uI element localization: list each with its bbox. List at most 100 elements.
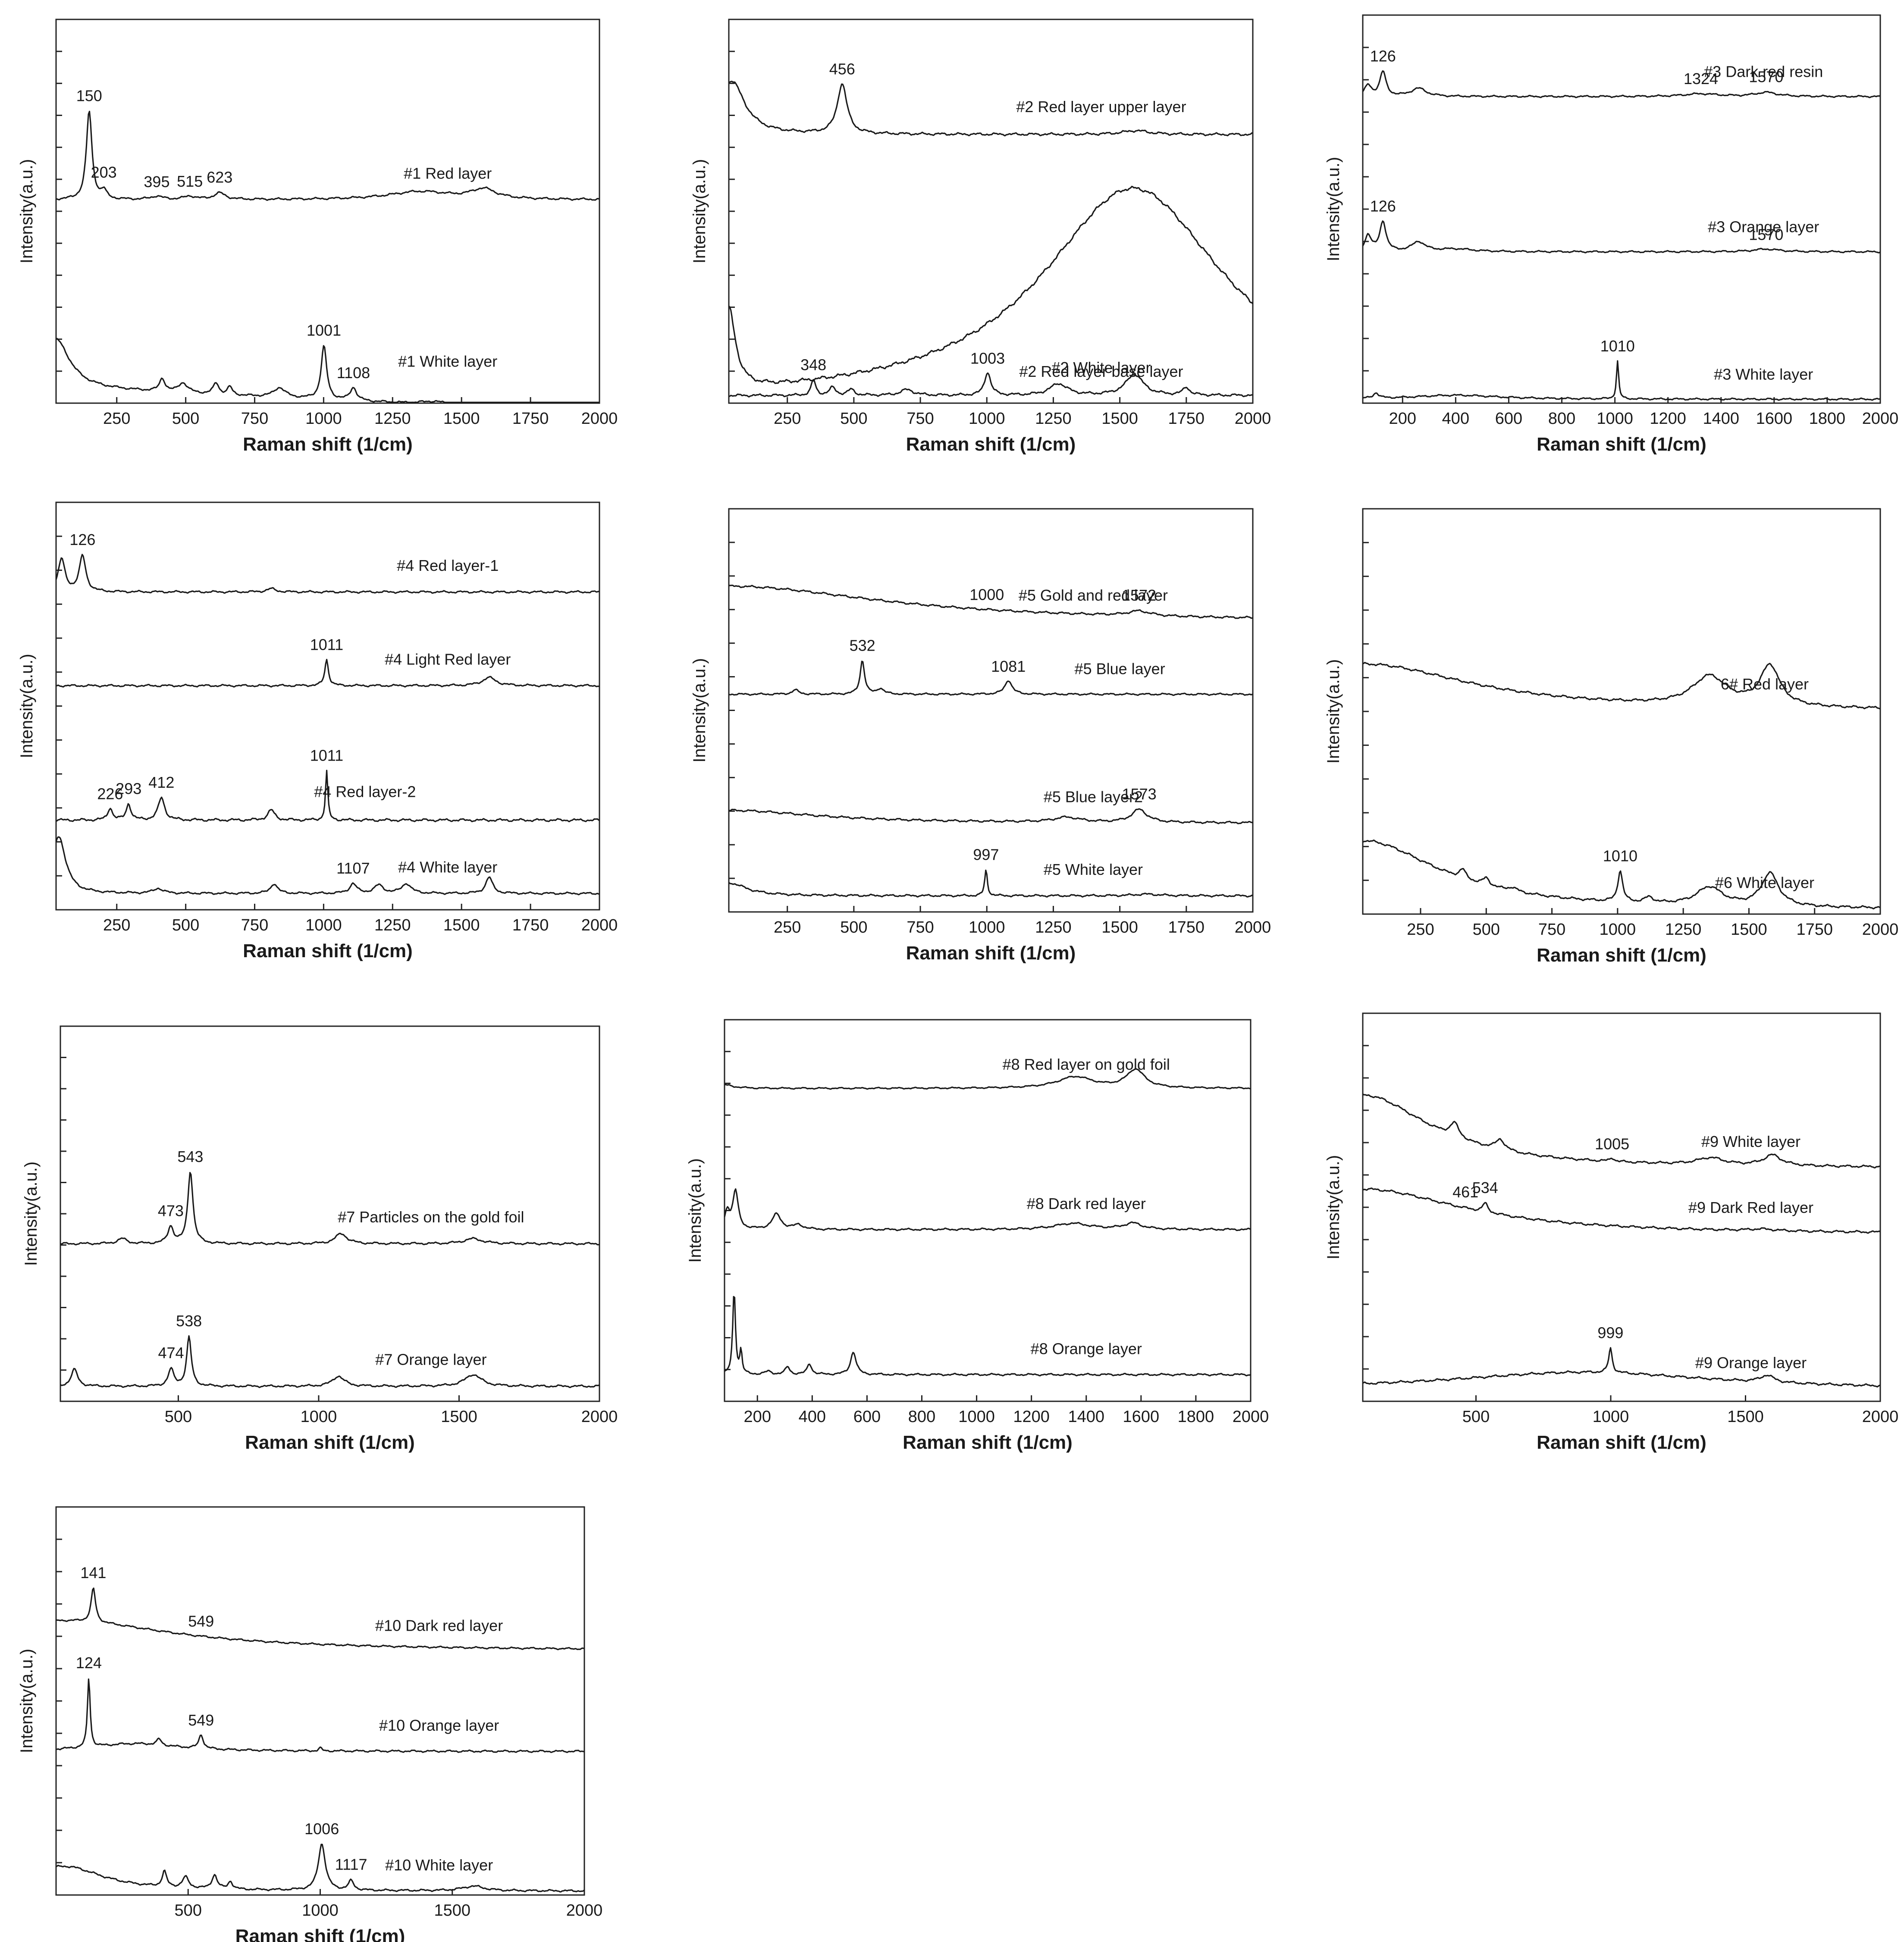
x-tick-label: 500 [1462, 1408, 1490, 1426]
x-tick-label: 1400 [1703, 410, 1739, 428]
x-tick-label: 1500 [1101, 918, 1138, 937]
peak-label: 412 [148, 774, 174, 791]
series-label: #5 Gold and red layer [1019, 586, 1168, 604]
series-label: #1 White layer [398, 353, 497, 370]
y-axis-label: Intensity(a.u.) [686, 1158, 705, 1262]
series-label: #5 White layer [1044, 861, 1143, 878]
series-label: 6# Red layer [1721, 675, 1809, 693]
y-axis-label: Intensity(a.u.) [17, 159, 36, 263]
x-tick-label: 1000 [969, 410, 1005, 428]
spectrum-1-white-layer [56, 338, 599, 403]
spectrum-9-orange-layer [1362, 1347, 1880, 1388]
x-tick-label: 2000 [1862, 921, 1899, 939]
spectrum-6-red-layer [1362, 661, 1881, 710]
series-label: #7 Orange layer [375, 1351, 486, 1369]
plot-frame [728, 19, 1254, 404]
series-label: #2 White layer [1051, 359, 1151, 376]
x-axis-label: Raman shift (1/cm) [906, 943, 1076, 964]
series-label: #8 Orange layer [1031, 1340, 1142, 1357]
peak-label: 549 [188, 1613, 214, 1630]
x-tick-label: 1000 [302, 1901, 339, 1920]
x-tick-label: 1500 [443, 916, 480, 934]
x-tick-label: 750 [907, 918, 934, 937]
x-tick-label: 1000 [1593, 1408, 1629, 1426]
series-label: #9 White layer [1701, 1133, 1800, 1150]
x-tick-label: 800 [1548, 410, 1575, 428]
x-tick-label: 250 [103, 410, 130, 428]
series-label: #10 Orange layer [379, 1716, 499, 1734]
x-tick-label: 1750 [1168, 918, 1205, 937]
x-tick-label: 1500 [443, 410, 480, 428]
spectrum-8-red-layer-on-gold-foil [724, 1068, 1251, 1090]
plot-frame [55, 19, 600, 404]
spectrum-10-white-layer [56, 1844, 585, 1893]
peak-label: 226 [97, 785, 123, 802]
spectrum-3-dark-red-resin [1362, 70, 1881, 98]
plot-frame [55, 501, 600, 911]
series-label: #5 Blue layer2 [1044, 788, 1143, 806]
peak-label: 1570 [1749, 68, 1783, 86]
series-label: #3 White layer [1714, 365, 1813, 383]
spectrum-3-orange-layer [1362, 220, 1881, 254]
spectrum-5-blue-layer2 [728, 808, 1253, 824]
x-tick-label: 500 [175, 1901, 202, 1920]
x-tick-label: 1000 [305, 916, 342, 934]
y-axis-label: Intensity(a.u.) [17, 654, 36, 758]
series-label: #1 Red layer [404, 165, 492, 182]
x-tick-label: 1250 [374, 410, 411, 428]
x-axis-label: Raman shift (1/cm) [243, 940, 413, 962]
series-label: #4 Red layer-1 [397, 557, 499, 574]
peak-label: 1011 [310, 636, 343, 653]
spectrum-6-white-layer [1362, 839, 1881, 910]
series-label: #5 Blue layer [1075, 660, 1165, 678]
x-tick-label: 400 [799, 1408, 826, 1426]
x-tick-label: 1000 [301, 1408, 337, 1426]
peak-label: 997 [973, 846, 999, 864]
x-tick-label: 750 [241, 916, 268, 934]
peak-label: 473 [158, 1202, 184, 1219]
x-tick-label: 1500 [1731, 921, 1767, 939]
spectrum-9-white-layer [1362, 1093, 1881, 1168]
series-label: #3 Orange layer [1708, 218, 1819, 235]
peak-label: 456 [829, 60, 855, 78]
series-label: #4 Light Red layer [385, 650, 511, 668]
x-tick-label: 1000 [305, 410, 342, 428]
x-tick-label: 1500 [1727, 1408, 1764, 1426]
spectrum-4-red-layer-2 [56, 770, 600, 823]
peak-label: 1005 [1595, 1135, 1629, 1153]
spectrum-10-orange-layer [56, 1678, 585, 1753]
peak-label: 461 [1452, 1183, 1478, 1201]
spectrum-10-dark-red-layer [56, 1587, 585, 1651]
x-tick-label: 1000 [958, 1408, 995, 1426]
panel-2: 250 500 750 1000 1250 1500 1750 2000 Raman shift… [690, 19, 1271, 455]
x-tick-label: 1750 [1168, 410, 1205, 428]
spectrum-7-particles-on-the-gold-foil [60, 1172, 600, 1246]
x-tick-label: 2000 [581, 916, 618, 934]
series-label: #9 Dark Red layer [1688, 1199, 1813, 1216]
x-axis-label: Raman shift (1/cm) [1537, 434, 1706, 455]
peak-label: 538 [176, 1312, 202, 1330]
x-axis-label: Raman shift (1/cm) [906, 434, 1076, 455]
y-axis-label: Intensity(a.u.) [22, 1162, 41, 1266]
peak-label: 1010 [1600, 337, 1635, 355]
x-axis-label: Raman shift (1/cm) [1537, 945, 1706, 966]
x-tick-label: 500 [172, 410, 199, 428]
x-tick-label: 2000 [566, 1901, 603, 1920]
x-tick-label: 1600 [1123, 1408, 1160, 1426]
series-label: #10 Dark red layer [375, 1616, 503, 1634]
series-label: #4 White layer [398, 858, 497, 876]
panel-10: 500 1000 1500 2000 Raman shift (1/cm) Intensi… [17, 1506, 603, 1942]
series-label: #2 Red layer upper layer [1016, 98, 1186, 116]
x-tick-label: 500 [165, 1408, 192, 1426]
peak-label: 348 [800, 356, 826, 373]
peak-label: 203 [91, 163, 117, 181]
x-tick-label: 1800 [1809, 410, 1846, 428]
x-tick-label: 250 [774, 918, 801, 937]
peak-label: 124 [76, 1654, 102, 1672]
x-tick-label: 250 [1407, 921, 1434, 939]
peak-label: 126 [1370, 47, 1396, 65]
x-tick-label: 500 [840, 410, 867, 428]
spectrum-7-orange-layer [60, 1335, 600, 1388]
x-tick-label: 750 [241, 410, 268, 428]
spectrum-2-red-layer-upper-layer [728, 81, 1253, 137]
